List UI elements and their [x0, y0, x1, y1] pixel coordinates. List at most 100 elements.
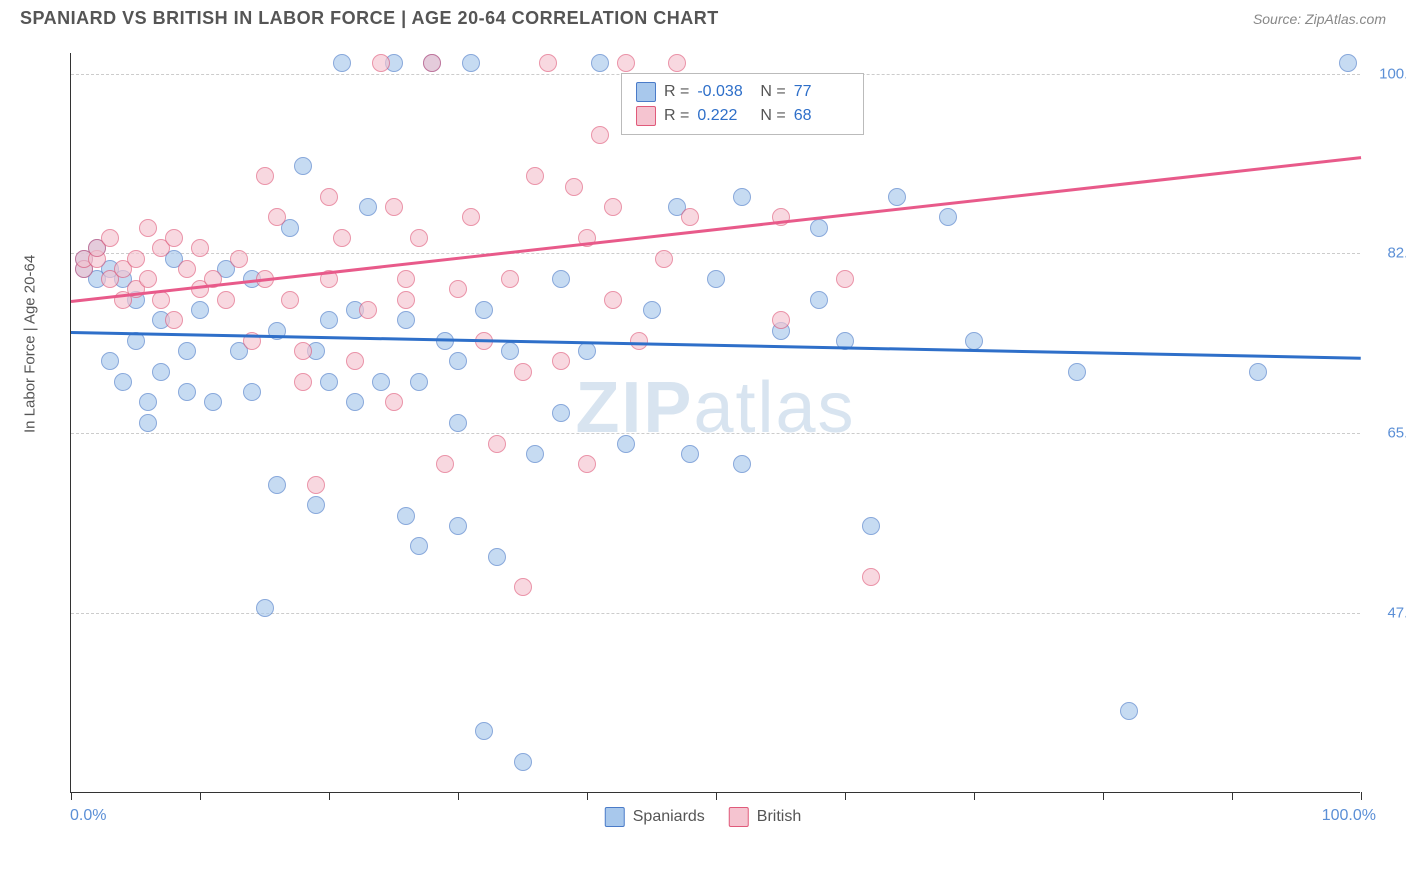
- scatter-point-british: [385, 393, 403, 411]
- scatter-point-spaniards: [475, 722, 493, 740]
- scatter-point-spaniards: [449, 352, 467, 370]
- scatter-point-spaniards: [320, 311, 338, 329]
- n-label: N =: [760, 83, 785, 101]
- x-tick: [1103, 792, 1104, 800]
- scatter-point-british: [256, 167, 274, 185]
- scatter-point-spaniards: [526, 445, 544, 463]
- scatter-point-spaniards: [139, 414, 157, 432]
- scatter-point-spaniards: [965, 332, 983, 350]
- x-tick: [716, 792, 717, 800]
- scatter-point-spaniards: [591, 54, 609, 72]
- scatter-point-spaniards: [346, 393, 364, 411]
- scatter-point-spaniards: [397, 311, 415, 329]
- scatter-point-british: [397, 270, 415, 288]
- scatter-point-spaniards: [939, 208, 957, 226]
- scatter-point-spaniards: [139, 393, 157, 411]
- y-tick-label: 65.0%: [1387, 425, 1406, 442]
- y-tick-label: 47.5%: [1387, 605, 1406, 622]
- scatter-point-spaniards: [462, 54, 480, 72]
- x-tick: [845, 792, 846, 800]
- scatter-point-spaniards: [1339, 54, 1357, 72]
- scatter-point-spaniards: [178, 342, 196, 360]
- plot-area: ZIPatlas R = -0.038 N = 77 R = 0.222 N =…: [70, 53, 1360, 793]
- legend-item-spaniards: Spaniards: [605, 807, 705, 827]
- scatter-point-british: [191, 239, 209, 257]
- scatter-point-spaniards: [333, 54, 351, 72]
- scatter-point-spaniards: [501, 342, 519, 360]
- scatter-point-british: [514, 363, 532, 381]
- scatter-point-british: [578, 455, 596, 473]
- scatter-point-british: [604, 198, 622, 216]
- r-label: R =: [664, 107, 689, 125]
- scatter-point-spaniards: [449, 517, 467, 535]
- scatter-point-british: [862, 568, 880, 586]
- scatter-point-british: [617, 54, 635, 72]
- scatter-point-british: [268, 208, 286, 226]
- scatter-point-spaniards: [810, 219, 828, 237]
- scatter-point-spaniards: [256, 599, 274, 617]
- legend-swatch-blue-icon: [605, 807, 625, 827]
- scatter-point-spaniards: [1068, 363, 1086, 381]
- scatter-point-spaniards: [514, 753, 532, 771]
- source-attribution: Source: ZipAtlas.com: [1253, 11, 1386, 27]
- scatter-point-british: [449, 280, 467, 298]
- x-tick: [1361, 792, 1362, 800]
- legend-swatch-blue: [636, 82, 656, 102]
- scatter-point-spaniards: [152, 363, 170, 381]
- scatter-point-spaniards: [307, 496, 325, 514]
- scatter-point-spaniards: [294, 157, 312, 175]
- scatter-point-british: [630, 332, 648, 350]
- scatter-point-spaniards: [681, 445, 699, 463]
- scatter-point-spaniards: [643, 301, 661, 319]
- scatter-point-spaniards: [862, 517, 880, 535]
- scatter-point-british: [139, 219, 157, 237]
- scatter-point-spaniards: [191, 301, 209, 319]
- n-label: N =: [760, 107, 785, 125]
- scatter-point-british: [230, 250, 248, 268]
- scatter-point-british: [772, 311, 790, 329]
- scatter-point-british: [436, 455, 454, 473]
- x-axis-min-label: 0.0%: [70, 807, 106, 825]
- scatter-point-spaniards: [114, 373, 132, 391]
- r-value-british: 0.222: [697, 107, 752, 125]
- legend-swatch-pink-icon: [729, 807, 749, 827]
- scatter-point-british: [372, 54, 390, 72]
- scatter-point-spaniards: [410, 373, 428, 391]
- scatter-point-spaniards: [372, 373, 390, 391]
- x-tick: [71, 792, 72, 800]
- scatter-point-spaniards: [320, 373, 338, 391]
- scatter-point-spaniards: [1120, 702, 1138, 720]
- scatter-point-spaniards: [552, 404, 570, 422]
- scatter-point-british: [359, 301, 377, 319]
- chart-container: In Labor Force | Age 20-64 ZIPatlas R = …: [20, 33, 1386, 833]
- scatter-point-british: [281, 291, 299, 309]
- scatter-point-spaniards: [733, 455, 751, 473]
- scatter-point-spaniards: [178, 383, 196, 401]
- scatter-point-british: [217, 291, 235, 309]
- x-tick: [200, 792, 201, 800]
- scatter-point-british: [127, 250, 145, 268]
- gridline-h: [71, 433, 1360, 434]
- x-tick: [329, 792, 330, 800]
- legend-label-spaniards: Spaniards: [633, 808, 705, 826]
- scatter-point-spaniards: [101, 352, 119, 370]
- chart-title: SPANIARD VS BRITISH IN LABOR FORCE | AGE…: [20, 8, 719, 29]
- r-value-spaniards: -0.038: [697, 83, 752, 101]
- x-tick: [587, 792, 588, 800]
- scatter-point-british: [333, 229, 351, 247]
- scatter-point-spaniards: [888, 188, 906, 206]
- x-axis-max-label: 100.0%: [1322, 807, 1376, 825]
- scatter-point-spaniards: [578, 342, 596, 360]
- scatter-point-spaniards: [733, 188, 751, 206]
- n-value-british: 68: [794, 107, 849, 125]
- scatter-point-british: [668, 54, 686, 72]
- scatter-point-british: [539, 54, 557, 72]
- scatter-point-spaniards: [449, 414, 467, 432]
- scatter-point-british: [836, 270, 854, 288]
- scatter-point-british: [410, 229, 428, 247]
- scatter-point-spaniards: [617, 435, 635, 453]
- legend-label-british: British: [757, 808, 801, 826]
- scatter-point-spaniards: [359, 198, 377, 216]
- chart-header: SPANIARD VS BRITISH IN LABOR FORCE | AGE…: [0, 0, 1406, 33]
- trend-line-spaniards: [71, 331, 1361, 359]
